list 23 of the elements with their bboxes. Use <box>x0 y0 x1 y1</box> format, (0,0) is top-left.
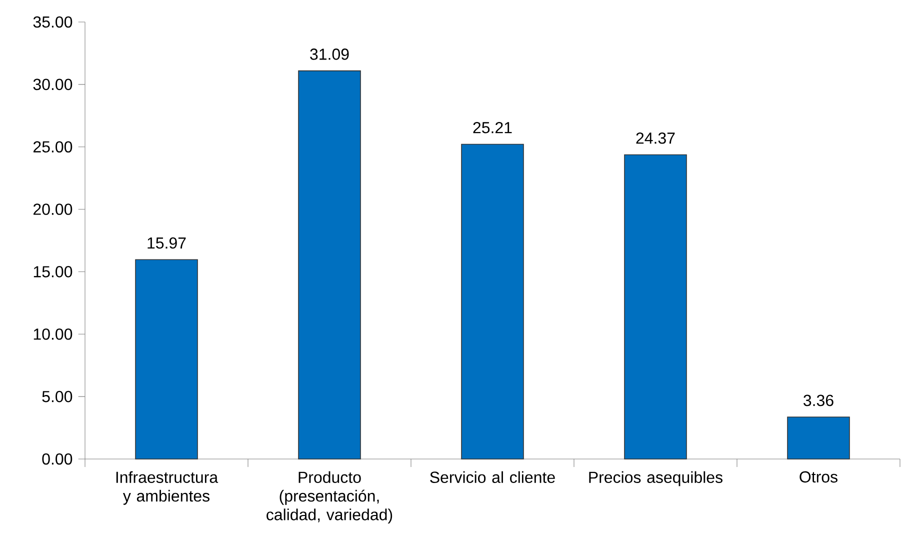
y-tick-label: 10.00 <box>34 328 72 340</box>
bar <box>624 154 687 460</box>
data-label: 3.36 <box>804 394 834 406</box>
y-tick-label: 30.00 <box>33 78 72 90</box>
data-label: 24.37 <box>636 132 675 144</box>
data-label: 31.09 <box>310 48 349 60</box>
x-tick-label: Otros <box>800 471 838 483</box>
bar <box>461 144 524 460</box>
y-tick-label: 25.00 <box>33 141 72 153</box>
data-label: 15.97 <box>148 237 186 249</box>
y-tick-label: 20.00 <box>33 204 72 215</box>
bar <box>135 259 198 460</box>
y-tick-label: 5.00 <box>42 390 72 402</box>
x-tick-label: Precios asequibles <box>589 471 722 486</box>
y-tick-label: 15.00 <box>34 266 72 278</box>
y-tick-label: 35.00 <box>33 16 72 28</box>
bar <box>298 70 361 460</box>
x-tick-label: Infraestructura y ambientes <box>116 471 218 505</box>
y-tick-label: 0.00 <box>42 453 72 465</box>
data-label: 25.21 <box>473 122 512 134</box>
bar <box>787 416 850 460</box>
x-tick-label: Producto (presentación, calidad, variedad) <box>266 471 392 524</box>
x-tick-label: Servicio al cliente <box>430 471 555 483</box>
